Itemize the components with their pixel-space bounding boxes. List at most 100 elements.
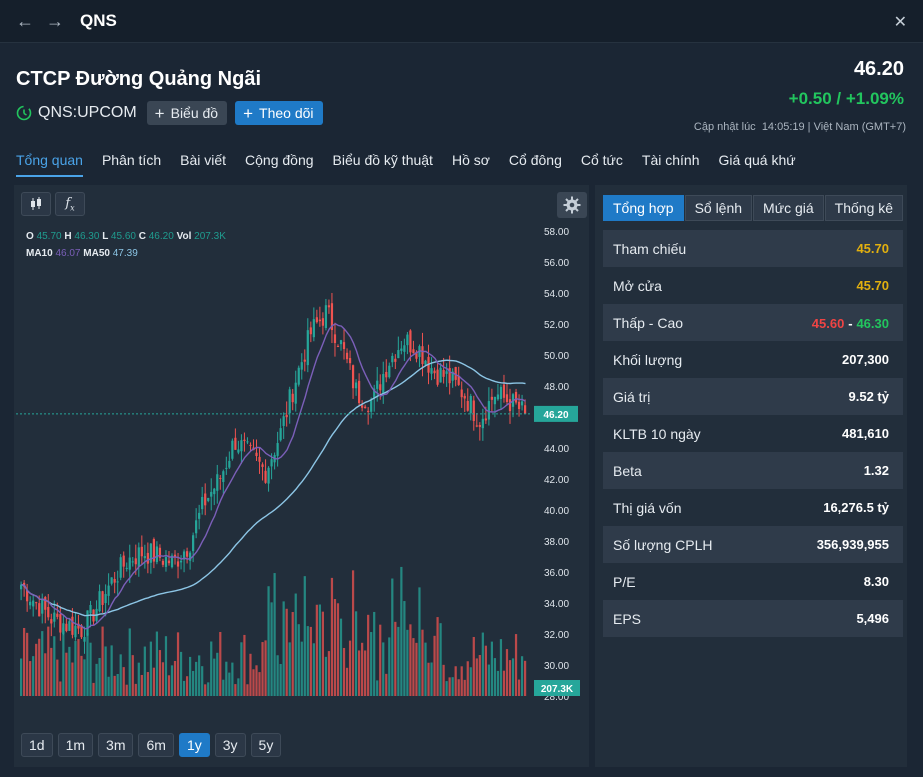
- volume-bar: [496, 670, 500, 696]
- candle-body: [382, 374, 385, 395]
- tab-co-tuc[interactable]: Cổ tức: [580, 152, 623, 168]
- arrow-left-icon[interactable]: ←: [16, 11, 34, 31]
- candle-body: [309, 327, 312, 335]
- chart-settings-button[interactable]: [557, 192, 587, 218]
- candle-body: [490, 396, 494, 400]
- candle-body: [367, 410, 370, 412]
- candle-body: [409, 330, 412, 353]
- tab-gia-qua-khu[interactable]: Giá quá khứ: [718, 152, 796, 168]
- stats-subtabs: Tổng hợp Sổ lệnh Mức giá Thống kê: [603, 195, 904, 221]
- stat-label: Tham chiếu: [613, 240, 687, 257]
- tab-tai-chinh[interactable]: Tài chính: [641, 152, 700, 168]
- volume-bar: [472, 636, 475, 696]
- volume-bar: [318, 604, 321, 696]
- candle-body: [424, 360, 427, 365]
- price-change: +0.50 / +1.09%: [788, 89, 904, 108]
- range-1y-button[interactable]: 1y: [178, 733, 210, 757]
- volume-bar: [252, 669, 255, 696]
- candle-body: [348, 358, 352, 364]
- candlestick-type-button[interactable]: [21, 192, 51, 216]
- candle-body: [155, 546, 159, 563]
- volume-bar: [354, 611, 358, 696]
- tab-bai-viet[interactable]: Bài viết: [180, 152, 227, 168]
- candle-body: [339, 340, 343, 345]
- range-1d-button[interactable]: 1d: [21, 733, 53, 757]
- volume-bar: [152, 667, 156, 696]
- arrow-right-icon[interactable]: →: [46, 11, 64, 31]
- stat-low-value: 45.60: [811, 315, 845, 331]
- candle-body: [83, 637, 86, 642]
- indicators-button[interactable]: fx: [55, 192, 85, 216]
- candle-body: [234, 437, 237, 450]
- candle-body: [315, 317, 318, 323]
- candle-body: [345, 352, 349, 360]
- stat-label: Thị giá vốn: [613, 499, 682, 516]
- volume-bar: [173, 660, 177, 696]
- candle-body: [436, 369, 439, 385]
- volume-bar: [74, 640, 77, 696]
- subtab-thong-ke[interactable]: Thống kê: [824, 195, 904, 221]
- range-3y-button[interactable]: 3y: [214, 733, 246, 757]
- volume-bar: [484, 645, 487, 696]
- candle-body: [125, 567, 128, 569]
- volume-bar: [189, 656, 192, 696]
- tab-tong-quan[interactable]: Tổng quan: [16, 152, 83, 177]
- price-chart[interactable]: 58.0056.0054.0052.0050.0048.0046.0044.00…: [14, 185, 589, 705]
- range-6m-button[interactable]: 6m: [138, 733, 174, 757]
- volume-bar: [379, 624, 382, 696]
- volume-bar: [523, 660, 527, 696]
- stat-separator: -: [848, 315, 853, 331]
- stat-row-shares: Số lượng CPLH 356,939,955: [603, 526, 903, 563]
- candle-body: [442, 370, 445, 377]
- candle-body: [74, 625, 77, 638]
- candle-body: [336, 346, 340, 348]
- candle-body: [388, 365, 391, 378]
- stat-value: 207,300: [842, 352, 889, 367]
- candle-body: [41, 599, 44, 614]
- subtab-tong-hop[interactable]: Tổng hợp: [603, 195, 684, 221]
- volume-bar: [463, 679, 466, 696]
- function-icon: fx: [65, 195, 75, 213]
- volume-bar: [391, 578, 394, 696]
- volume-bar: [38, 638, 41, 696]
- close-icon[interactable]: ✕: [893, 14, 907, 31]
- follow-button[interactable]: + Theo dõi: [235, 101, 323, 125]
- candle-body: [32, 600, 35, 607]
- y-axis-tick: 48.00: [544, 382, 569, 393]
- candle-body: [502, 384, 506, 398]
- candle-body: [448, 368, 451, 384]
- candle-body: [98, 591, 101, 612]
- chart-button[interactable]: + Biểu đồ: [146, 101, 228, 125]
- range-5y-button[interactable]: 5y: [250, 733, 282, 757]
- candle-body: [231, 440, 234, 459]
- legend-close: 46.20: [148, 231, 174, 242]
- candle-body: [454, 367, 457, 380]
- volume-bar: [382, 642, 385, 696]
- tab-phan-tich[interactable]: Phân tích: [101, 152, 162, 168]
- candle-body: [261, 464, 264, 467]
- volume-bar: [158, 650, 162, 696]
- tab-bieu-do-ky-thuat[interactable]: Biểu đồ kỹ thuật: [332, 152, 433, 168]
- candle-body: [77, 623, 80, 629]
- current-price: 46.20: [853, 58, 904, 80]
- candle-body: [104, 594, 107, 604]
- candle-body: [330, 303, 334, 331]
- subtab-muc-gia[interactable]: Mức giá: [753, 195, 824, 221]
- tab-ho-so[interactable]: Hồ sơ: [451, 152, 490, 168]
- candle-body: [29, 601, 32, 606]
- candle-body: [122, 555, 125, 567]
- tab-cong-dong[interactable]: Cộng đồng: [245, 152, 314, 168]
- stats-panel: Tổng hợp Sổ lệnh Mức giá Thống kê Tham c…: [595, 185, 907, 767]
- tab-co-dong[interactable]: Cổ đông: [508, 152, 562, 168]
- candle-body: [478, 424, 481, 427]
- volume-bar: [89, 642, 92, 696]
- subtab-so-lenh[interactable]: Sổ lệnh: [684, 195, 753, 221]
- volume-bar: [358, 650, 361, 696]
- volume-bar: [170, 665, 174, 696]
- legend-vol-label: Vol: [176, 231, 192, 242]
- range-3m-button[interactable]: 3m: [98, 733, 134, 757]
- candle-body: [394, 358, 397, 362]
- range-1m-button[interactable]: 1m: [57, 733, 94, 757]
- candle-body: [110, 577, 113, 584]
- volume-bar: [505, 649, 509, 696]
